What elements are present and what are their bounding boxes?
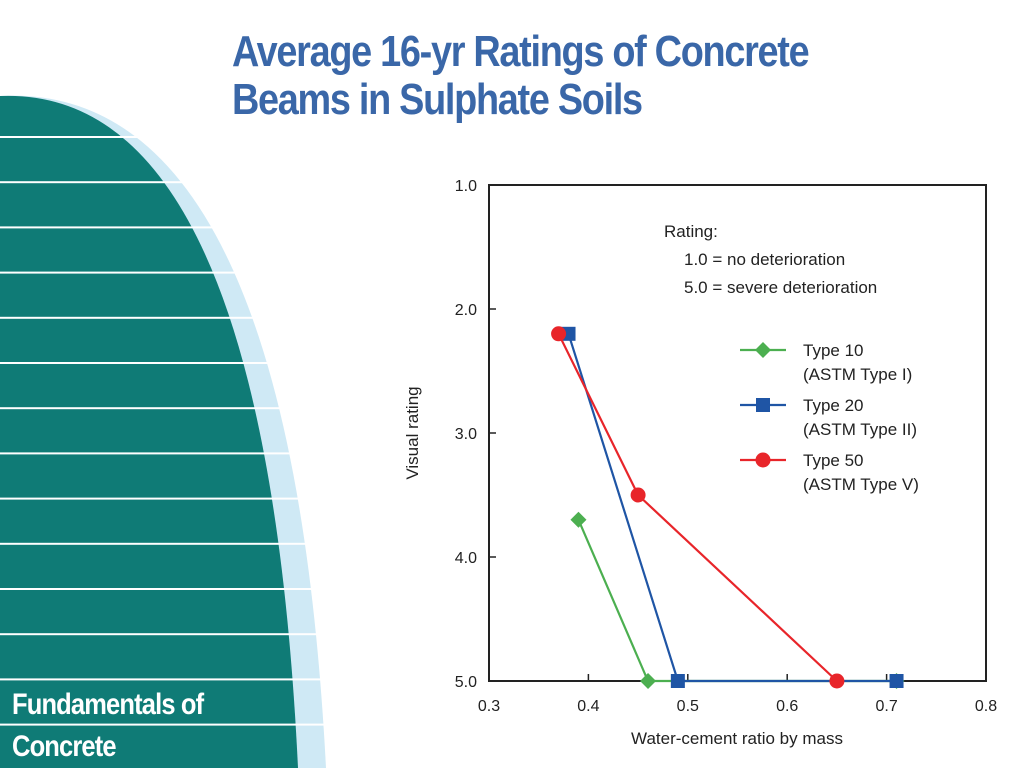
arc-stripe xyxy=(0,588,330,590)
arc-stripe xyxy=(0,316,330,319)
x-tick-label: 0.7 xyxy=(875,698,897,715)
arc-stripe xyxy=(0,362,330,364)
arc-stripe xyxy=(0,633,330,636)
data-point-type-50 xyxy=(630,487,646,503)
legend-label: Type 10 xyxy=(803,341,864,360)
y-tick-label: 3.0 xyxy=(455,426,477,443)
legend-marker xyxy=(755,342,771,358)
rating-note-line-2: 5.0 = severe deterioration xyxy=(684,278,877,297)
data-point-type-50 xyxy=(551,326,567,342)
series-type-50 xyxy=(551,326,845,689)
footer-title: Fundamentals of Concrete xyxy=(12,684,204,768)
y-tick-label: 4.0 xyxy=(455,550,477,567)
rating-note-line-1: 1.0 = no deterioration xyxy=(684,250,845,269)
data-point-type-20 xyxy=(889,674,904,688)
data-point-type-10 xyxy=(640,673,657,689)
legend-item-type-10: Type 10 (ASTM Type I) xyxy=(740,341,912,384)
arc-stripe xyxy=(0,136,330,138)
legend-item-type-20: Type 20 (ASTM Type II) xyxy=(740,396,917,439)
slide-title: Average 16-yr Ratings of Concrete Beams … xyxy=(232,28,886,124)
rating-note-title: Rating: xyxy=(664,222,718,241)
arc-stripe xyxy=(0,407,330,410)
legend-label: Type 50 xyxy=(803,451,864,470)
x-tick-label: 0.8 xyxy=(975,698,997,715)
y-tick-label: 5.0 xyxy=(455,674,477,691)
x-tick-label: 0.6 xyxy=(776,698,798,715)
legend-marker xyxy=(755,452,771,468)
arc-stripe xyxy=(0,181,330,184)
arc-stripe xyxy=(0,542,330,545)
legend-label: Type 20 xyxy=(803,396,864,415)
legend: Type 10 (ASTM Type I) Type 20 (ASTM Type II… xyxy=(740,341,919,494)
series-line-type-10 xyxy=(577,519,897,683)
arc-stripe xyxy=(0,452,330,455)
x-tick-label: 0.5 xyxy=(677,698,699,715)
data-point-type-50 xyxy=(829,673,845,689)
arc-stripe xyxy=(0,271,330,274)
legend-sublabel: (ASTM Type I) xyxy=(803,365,912,384)
footer-title-line-2: Concrete xyxy=(12,730,117,763)
arc-stripe xyxy=(0,678,330,681)
series-line-type-50 xyxy=(557,333,838,682)
legend-marker xyxy=(756,398,770,412)
y-tick-label: 2.0 xyxy=(455,302,477,319)
legend-item-type-50: Type 50 (ASTM Type V) xyxy=(740,451,919,494)
slide-title-line-2: Beams in Sulphate Soils xyxy=(232,75,643,124)
x-axis-label: Water-cement ratio by mass xyxy=(631,729,843,748)
arc-stripe xyxy=(0,226,330,229)
data-point-type-10 xyxy=(570,511,587,528)
y-axis-label: Visual rating xyxy=(403,386,422,479)
slide-title-line-1: Average 16-yr Ratings of Concrete xyxy=(232,27,810,76)
legend-sublabel: (ASTM Type II) xyxy=(803,420,917,439)
data-point-type-20 xyxy=(670,674,685,688)
x-tick-label: 0.4 xyxy=(577,698,599,715)
arc-teal-band xyxy=(0,95,298,768)
arc-stripe xyxy=(0,497,330,500)
footer-title-line-1: Fundamentals of xyxy=(12,688,204,721)
y-tick-label: 1.0 xyxy=(455,178,477,195)
series-line-type-20 xyxy=(567,333,897,683)
arc-stripe xyxy=(0,723,330,726)
x-tick-label: 0.3 xyxy=(478,698,500,715)
series-type-10 xyxy=(570,511,905,689)
legend-sublabel: (ASTM Type V) xyxy=(803,475,919,494)
